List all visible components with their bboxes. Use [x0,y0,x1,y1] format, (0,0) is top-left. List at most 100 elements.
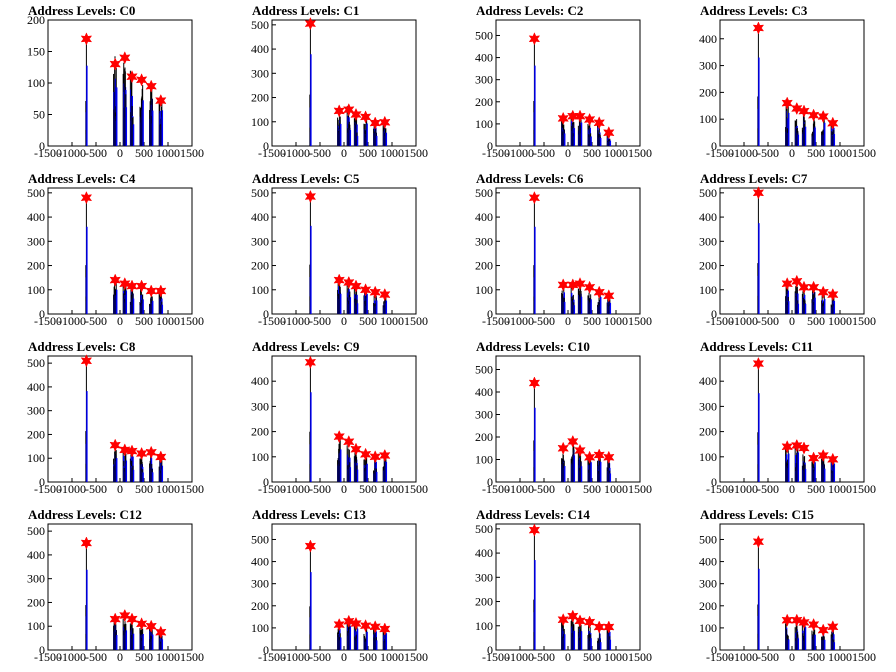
x-tick-label: -1500 [706,650,734,664]
chart-panel: Address Levels: C2 0 100 200 300 400 500 -1500-… [448,0,672,168]
y-tick-label: 200 [699,599,717,613]
x-tick-label: -1500 [482,146,510,160]
y-tick-label: 0 [711,475,717,489]
chart-title: Address Levels: C6 [476,171,584,186]
y-tick-label: 200 [251,599,269,613]
y-tick-label: 50 [33,108,45,122]
peak-marker [350,107,362,122]
peak-marker [827,116,839,130]
plot-frame [47,355,193,483]
x-tick-label: 0 [341,482,347,496]
peak-marker [126,612,138,626]
y-tick-label: 500 [27,356,45,370]
y-tick-label: 100 [27,76,45,90]
x-tick-label: 500 [359,482,377,496]
x-tick-label: -500 [309,482,331,496]
y-tick-label: 0 [711,307,717,321]
peak-marker [781,96,793,110]
peak-marker [359,110,372,124]
peak-marker [304,16,317,31]
x-tick-label: 0 [341,146,347,160]
peak-marker [304,355,317,369]
y-tick-label: 200 [699,259,717,273]
y-tick-label: 500 [699,186,717,200]
x-tick-label: 0 [789,482,795,496]
y-tick-label: 300 [27,572,45,586]
chart-title: Address Levels: C15 [700,507,814,522]
peak-marker [791,613,803,627]
x-tick-label: 0 [117,314,123,328]
x-tick-label: 1000 [828,482,852,496]
x-tick-label: 500 [135,650,153,664]
y-tick-label: 200 [699,85,717,99]
y-tick-label: 100 [27,283,45,297]
peak-marker [798,441,810,455]
peak-marker [109,57,121,71]
x-tick-label: 1500 [404,146,428,160]
y-tick-label: 0 [39,307,45,321]
y-tick-label: 200 [27,427,45,441]
x-tick-label: -1500 [34,146,62,160]
peak-marker [807,280,820,294]
y-tick-label: 0 [711,139,717,153]
peak-marker [343,103,355,117]
x-tick-label: 500 [807,650,825,664]
peak-marker [791,101,803,116]
y-tick-label: 200 [251,91,269,105]
x-tick-label: -1000 [282,482,310,496]
x-tick-label: 1500 [628,650,652,664]
peak-marker [155,625,167,639]
x-tick-label: 0 [565,314,571,328]
peak-marker [369,620,381,634]
y-tick-label: 100 [251,115,269,129]
y-tick-label: 100 [475,283,493,297]
x-tick-label: 1500 [404,482,428,496]
chart-panel: Address Levels: C11 0 100 200 300 400 -1500 -10… [672,336,896,504]
peak-marker [593,116,605,130]
y-tick-label: 400 [699,210,717,224]
x-tick-label: 500 [807,146,825,160]
chart-svg: Address Levels: C20100200300400500-1500-… [475,3,652,160]
y-tick-label: 400 [27,380,45,394]
x-tick-label: -1000 [730,482,758,496]
x-tick-label: -500 [85,650,107,664]
chart-title: Address Levels: C7 [700,171,808,186]
chart-title: Address Levels: C2 [476,3,583,18]
y-tick-label: 400 [475,210,493,224]
chart-panel: Address Levels: C1 0 100 200 300 400 500 -1500-… [224,0,448,168]
x-tick-label: 1500 [404,314,428,328]
x-tick-label: -1000 [730,314,758,328]
chart-svg: Address Levels: C11 0 100 200 300 400 -1500-10… [699,339,876,496]
y-tick-label: 100 [251,450,269,464]
peak-marker [304,189,317,204]
y-tick-label: 0 [39,643,45,657]
chart-title: Address Levels: C10 [476,339,590,354]
x-tick-label: 1500 [404,650,428,664]
x-tick-label: 0 [789,146,795,160]
y-tick-label: 100 [27,619,45,633]
peak-marker [155,284,167,298]
chart-panel: Address Levels: C14 0 100 200 300 400 500 -1500… [448,504,672,672]
peak-marker [333,104,345,118]
x-tick-label: -500 [533,146,555,160]
x-tick-label: -500 [309,146,331,160]
x-tick-label: 1000 [828,650,852,664]
peak-marker [817,285,829,299]
chart-svg: Address Levels: C60100200300400500-1500-… [475,171,652,328]
y-tick-label: 300 [251,399,269,413]
chart-title: Address Levels: C11 [700,339,813,354]
x-tick-label: -1500 [34,650,62,664]
chart-title: Address Levels: C4 [28,171,136,186]
peak-marker [798,104,810,118]
peak-marker [528,376,541,390]
y-tick-label: 200 [475,95,493,109]
chart-panel: Address Levels: C7 0 100 200 300 400 500 -1500-… [672,168,896,336]
peak-marker [126,70,138,84]
x-tick-label: 500 [583,314,601,328]
y-tick-label: 0 [487,139,493,153]
x-tick-label: 1500 [180,146,204,160]
peak-marker [119,443,131,457]
peak-marker [827,287,839,302]
x-tick-label: 1000 [380,482,404,496]
plot-frame [47,187,193,315]
